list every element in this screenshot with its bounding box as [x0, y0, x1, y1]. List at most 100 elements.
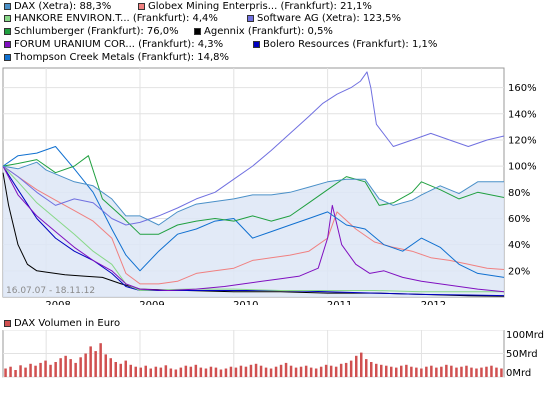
volume-bar — [349, 360, 353, 377]
volume-bar — [244, 366, 248, 377]
volume-bar — [249, 364, 253, 377]
volume-bar — [365, 359, 368, 377]
volume-bar — [254, 363, 258, 377]
volume-bar — [94, 351, 97, 377]
volume-bar — [139, 367, 142, 377]
x-tick-labels: 2008 2009 2010 2011 2012 — [45, 300, 446, 305]
series-line-dax-xetra — [2, 161, 504, 226]
volume-bar — [154, 366, 158, 377]
volume-bars — [4, 343, 503, 378]
volume-bar — [204, 368, 208, 377]
swatch-agennix — [194, 28, 201, 35]
volume-bar — [299, 366, 303, 377]
series-line-globex-mining-enterpris — [2, 165, 505, 285]
volume-bar — [334, 366, 338, 377]
volume-bar — [344, 362, 348, 377]
volume-bar — [319, 366, 323, 377]
y-tick-label: 40% — [508, 240, 530, 251]
volume-bar — [99, 343, 102, 377]
volume-bar — [24, 367, 27, 377]
volume-bar — [470, 367, 473, 377]
volume-bar — [119, 363, 122, 377]
volume-bar — [79, 357, 82, 377]
volume-bar — [129, 364, 132, 377]
y-tick-label: 20% — [508, 266, 530, 277]
volume-y-tick-label: 100Mrd — [506, 330, 544, 341]
volume-bar — [360, 352, 363, 377]
swatch-software-ag — [247, 15, 254, 22]
volume-bar — [370, 362, 373, 377]
series-lines — [2, 71, 505, 297]
volume-bar — [445, 364, 448, 377]
volume-bar — [490, 365, 493, 377]
volume-bar — [4, 368, 7, 377]
legend-label: FORUM URANIUM COR... (Frankfurt): 4,3% — [14, 39, 224, 50]
volume-bar — [339, 363, 343, 377]
legend-label: Globex Mining Enterpris... (Frankfurt): … — [148, 1, 372, 12]
legend-label: HANKORE ENVIRON.T... (Frankfurt): 4,4% — [14, 13, 218, 24]
volume-bar — [324, 364, 328, 377]
legend-label: DAX (Xetra): 88,3% — [14, 1, 112, 12]
volume-bar — [194, 364, 198, 377]
volume-bar — [159, 367, 163, 377]
volume-y-tick-label: 0Mrd — [506, 368, 531, 379]
volume-bar — [465, 365, 468, 377]
x-tick-label: 2011 — [327, 300, 352, 305]
volume-bar — [450, 365, 453, 377]
volume-bar — [274, 366, 278, 377]
x-tick-label: 2010 — [233, 300, 258, 305]
volume-bar — [289, 365, 293, 377]
volume-bar — [475, 368, 478, 377]
volume-bar — [169, 368, 173, 377]
volume-bar — [415, 367, 418, 377]
volume-bar — [410, 366, 413, 377]
volume-bar — [314, 368, 318, 377]
volume-bar — [400, 365, 403, 377]
volume-bar — [304, 365, 308, 377]
volume-bar — [34, 365, 37, 377]
volume-bar — [14, 370, 17, 377]
series-line-thompson-creek-metals-frankfurt — [2, 146, 505, 278]
dax-area — [3, 162, 504, 297]
series-line-schlumberger-frankfurt — [2, 155, 505, 235]
volume-bar — [284, 362, 288, 377]
volume-bar — [74, 362, 77, 377]
volume-bar — [309, 367, 313, 377]
volume-bar — [189, 366, 193, 377]
series-line-forum-uranium-cor — [2, 165, 505, 293]
volume-bar — [500, 368, 503, 377]
volume-bar — [9, 366, 12, 377]
volume-bar — [264, 367, 268, 377]
volume-bar — [269, 368, 273, 377]
volume-bar — [59, 358, 62, 377]
volume-bar — [259, 365, 263, 377]
x-tick-label: 2012 — [421, 300, 446, 305]
y-tick-labels: 20% 40% 60% 80% 100% 120% 140% 160% — [508, 83, 537, 277]
volume-bar — [239, 365, 243, 377]
volume-bar — [485, 366, 488, 377]
volume-bar — [480, 367, 483, 377]
volume-bar — [455, 367, 458, 377]
swatch-volume — [4, 320, 11, 327]
volume-legend-label: DAX Volumen in Euro — [14, 318, 121, 329]
volume-bar — [405, 364, 408, 377]
swatch-thompson-creek — [4, 54, 11, 61]
volume-bar — [164, 365, 168, 378]
volume-bar — [279, 364, 283, 377]
volume-bar — [44, 360, 47, 377]
legend-label: Agennix (Frankfurt): 0,5% — [204, 26, 333, 37]
volume-chart: 0Mrd 50Mrd 100Mrd — [2, 330, 544, 379]
volume-bar — [430, 365, 433, 377]
swatch-hankore — [4, 15, 11, 22]
volume-bar — [355, 355, 358, 377]
x-tick-label: 2008 — [45, 300, 70, 305]
volume-bar — [209, 366, 213, 377]
dax-area-fill — [3, 162, 504, 297]
volume-bar — [54, 362, 57, 377]
legend-label: Thompson Creek Metals (Frankfurt): 14,8% — [14, 52, 230, 63]
legend-label: Software AG (Xetra): 123,5% — [257, 13, 402, 24]
volume-bar — [460, 366, 463, 377]
volume-bar — [174, 369, 178, 377]
legend: DAX (Xetra): 88,3% Globex Mining Enterpr… — [0, 0, 545, 70]
series-line-software-ag-xetra — [2, 71, 505, 226]
